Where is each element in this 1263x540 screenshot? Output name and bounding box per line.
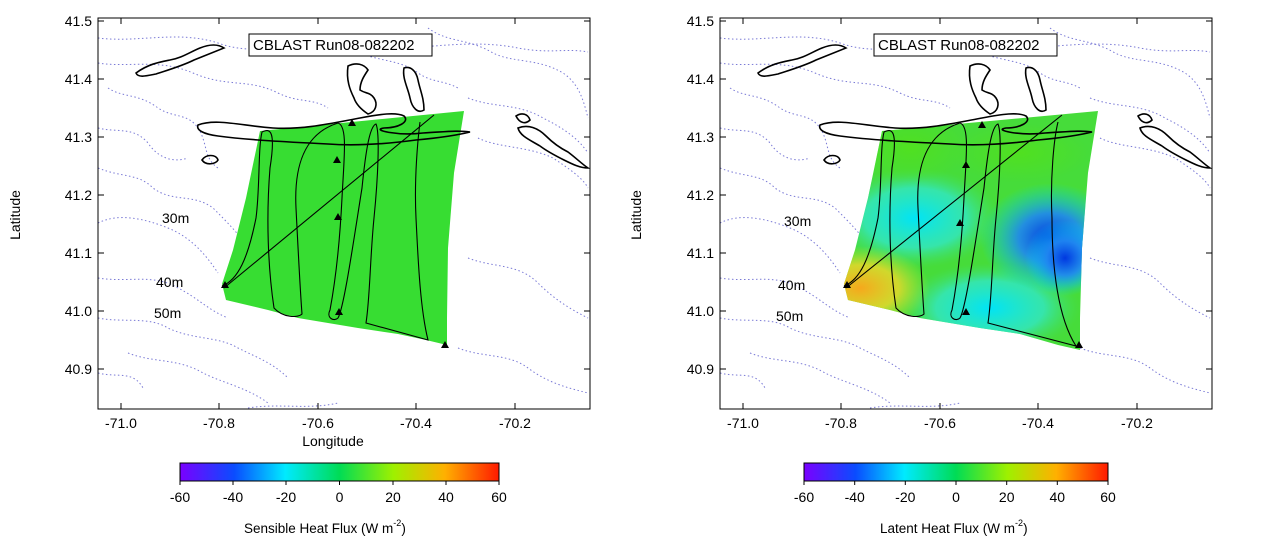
colorbar-tick-label: 20 bbox=[999, 489, 1015, 505]
y-tick-label: 41.3 bbox=[65, 129, 92, 145]
plot-title-box bbox=[873, 33, 1058, 57]
y-axis: 40.9 41.0 41.1 41.2 41.3 41.4 41.5 Latit… bbox=[628, 13, 1212, 377]
station-marker bbox=[978, 121, 986, 128]
plot-frame bbox=[719, 17, 1213, 410]
plot-title: CBLAST Run08-082202 bbox=[878, 37, 1040, 54]
colorbar-title: Sensible Heat Flux (W m-2) bbox=[244, 518, 406, 536]
station-marker bbox=[335, 308, 343, 315]
x-axis-title: Longitude bbox=[302, 433, 364, 449]
colorbar-tick-label: -60 bbox=[794, 489, 814, 505]
x-tick-label: -70.8 bbox=[825, 415, 857, 431]
x-axis: -71.0 -70.8 -70.6 -70.4 -70.2 bbox=[727, 18, 1153, 431]
y-tick-label: 41.3 bbox=[687, 129, 714, 145]
depth-label-50m: 50m bbox=[154, 305, 181, 321]
colorbar-tick-label: 0 bbox=[336, 489, 344, 505]
y-tick-label: 41.1 bbox=[687, 245, 714, 261]
left-panel: CBLAST Run08-082202 30m 40m 50m 40.9 41.… bbox=[7, 13, 591, 536]
x-tick-label: -70.6 bbox=[924, 415, 956, 431]
colorbar-tick-label: 20 bbox=[385, 489, 401, 505]
depth-label-30m: 30m bbox=[162, 210, 189, 226]
y-tick-label: 41.5 bbox=[687, 13, 714, 29]
depth-label-40m: 40m bbox=[778, 277, 805, 293]
station-marker bbox=[334, 213, 342, 220]
colorbar: -60 -40 -20 0 20 40 60 Latent Heat Flux … bbox=[794, 462, 1116, 536]
x-tick-label: -70.4 bbox=[1022, 415, 1054, 431]
diagonal-track bbox=[845, 114, 1063, 289]
station-marker bbox=[221, 281, 229, 288]
x-tick-label: -71.0 bbox=[105, 415, 137, 431]
station-marker bbox=[348, 119, 356, 126]
x-tick-label: -70.4 bbox=[400, 415, 432, 431]
colorbar-tick-label: -40 bbox=[223, 489, 243, 505]
colorbar-gradient bbox=[803, 462, 1109, 482]
x-tick-label: -70.2 bbox=[1121, 415, 1153, 431]
latent-heat-flux-field bbox=[844, 111, 1098, 350]
y-axis-title: Latitude bbox=[628, 190, 644, 240]
x-tick-label: -71.0 bbox=[727, 415, 759, 431]
depth-label-40m: 40m bbox=[156, 274, 183, 290]
plot-title-box bbox=[248, 33, 433, 57]
flight-track bbox=[843, 121, 1078, 347]
colorbar-tick-label: 40 bbox=[438, 489, 454, 505]
colorbar-tick-label: -20 bbox=[276, 489, 296, 505]
station-marker bbox=[333, 156, 341, 163]
y-axis-title: Latitude bbox=[7, 190, 23, 240]
colorbar-tick-label: 40 bbox=[1050, 489, 1066, 505]
x-axis: -71.0 -70.8 -70.6 -70.4 -70.2 Longitude bbox=[105, 18, 531, 449]
y-tick-label: 41.0 bbox=[687, 303, 714, 319]
x-tick-label: -70.2 bbox=[499, 415, 531, 431]
plot-title: CBLAST Run08-082202 bbox=[253, 37, 415, 54]
y-tick-label: 41.0 bbox=[65, 303, 92, 319]
colorbar-tick-label: 60 bbox=[491, 489, 507, 505]
x-tick-label: -70.6 bbox=[302, 415, 334, 431]
colorbar: -60 -40 -20 0 20 40 60 Sensible Heat Flu… bbox=[170, 462, 507, 536]
colorbar-title: Latent Heat Flux (W m-2) bbox=[880, 518, 1028, 536]
y-tick-label: 41.4 bbox=[687, 71, 714, 87]
station-marker bbox=[962, 308, 970, 315]
station-marker bbox=[956, 219, 964, 226]
station-marker bbox=[441, 341, 449, 348]
x-tick-label: -70.8 bbox=[203, 415, 235, 431]
colorbar-tick-label: -60 bbox=[170, 489, 190, 505]
colorbar-tick-label: 0 bbox=[952, 489, 960, 505]
y-tick-label: 41.2 bbox=[687, 187, 714, 203]
sensible-heat-flux-field bbox=[222, 111, 464, 345]
station-marker bbox=[1075, 341, 1083, 348]
y-tick-label: 40.9 bbox=[687, 361, 714, 377]
right-panel: CBLAST Run08-082202 30m 40m 50m 40.9 41.… bbox=[628, 13, 1213, 536]
depth-label-50m: 50m bbox=[776, 308, 803, 324]
flight-track bbox=[221, 121, 429, 341]
station-marker bbox=[843, 281, 851, 288]
colorbar-tick-label: 60 bbox=[1100, 489, 1116, 505]
y-tick-label: 41.5 bbox=[65, 13, 92, 29]
colorbar-tick-label: -20 bbox=[895, 489, 915, 505]
y-tick-label: 41.4 bbox=[65, 71, 92, 87]
y-tick-label: 40.9 bbox=[65, 361, 92, 377]
left-map bbox=[97, 27, 589, 409]
plot-frame bbox=[97, 17, 591, 410]
y-tick-label: 41.1 bbox=[65, 245, 92, 261]
colorbar-tick-label: -40 bbox=[845, 489, 865, 505]
diagonal-track bbox=[223, 114, 435, 289]
station-marker bbox=[962, 161, 970, 168]
colorbar-gradient bbox=[179, 462, 500, 482]
y-tick-label: 41.2 bbox=[65, 187, 92, 203]
y-axis: 40.9 41.0 41.1 41.2 41.3 41.4 41.5 Latit… bbox=[7, 13, 590, 377]
depth-label-30m: 30m bbox=[784, 213, 811, 229]
